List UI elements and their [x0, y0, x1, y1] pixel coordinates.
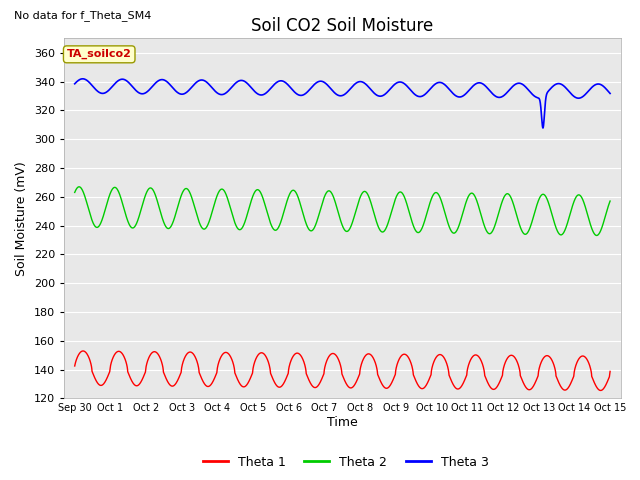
Theta 3: [538, 120, 546, 126]
Text: No data for f_Theta_SM4: No data for f_Theta_SM4: [14, 10, 151, 21]
Theta 3: [164, 80, 172, 85]
Theta 1: [606, 369, 614, 374]
Title: Soil CO2 Soil Moisture: Soil CO2 Soil Moisture: [252, 17, 433, 36]
Theta 2: [596, 229, 604, 235]
Theta 1: [79, 348, 87, 354]
Y-axis label: Soil Moisture (mV): Soil Moisture (mV): [15, 161, 28, 276]
Theta 3: [539, 125, 547, 131]
Theta 1: [538, 358, 546, 363]
Theta 2: [75, 184, 83, 190]
Theta 2: [164, 226, 172, 231]
Theta 1: [71, 363, 79, 369]
Theta 1: [164, 379, 172, 384]
Theta 2: [276, 221, 284, 227]
Theta 3: [606, 91, 614, 96]
Theta 1: [300, 358, 307, 363]
X-axis label: Time: Time: [327, 416, 358, 429]
Theta 3: [596, 82, 604, 87]
Line: Theta 2: Theta 2: [75, 187, 610, 236]
Line: Theta 1: Theta 1: [75, 351, 610, 390]
Theta 2: [606, 198, 614, 204]
Theta 3: [276, 78, 284, 84]
Theta 1: [132, 383, 140, 388]
Theta 2: [538, 192, 546, 197]
Theta 3: [71, 81, 79, 87]
Theta 2: [300, 212, 307, 218]
Theta 2: [593, 233, 600, 239]
Theta 3: [79, 76, 86, 82]
Theta 1: [596, 387, 604, 393]
Text: TA_soilco2: TA_soilco2: [67, 49, 132, 60]
Theta 3: [300, 92, 307, 98]
Theta 3: [132, 87, 140, 93]
Legend: Theta 1, Theta 2, Theta 3: Theta 1, Theta 2, Theta 3: [198, 451, 493, 474]
Theta 1: [596, 387, 604, 393]
Line: Theta 3: Theta 3: [75, 79, 610, 128]
Theta 1: [276, 384, 284, 390]
Theta 2: [132, 222, 140, 228]
Theta 2: [71, 190, 79, 195]
